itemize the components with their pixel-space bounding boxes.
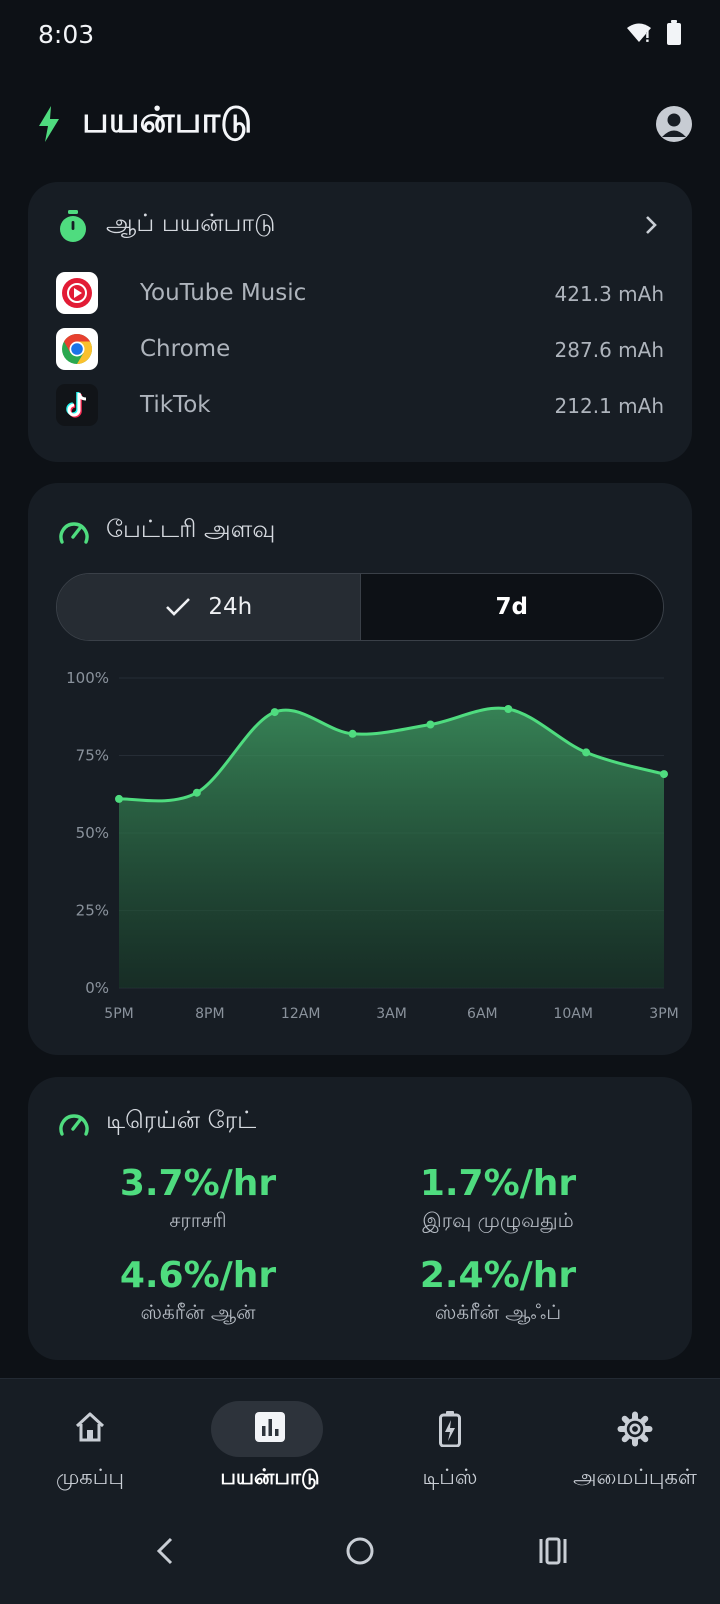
y-tick-label: 25% bbox=[76, 902, 109, 920]
nav-item-usage[interactable]: பயன்பாடு bbox=[180, 1379, 360, 1501]
app-value: 287.6 mAh bbox=[554, 338, 664, 362]
stat-label: சராசரி bbox=[169, 1208, 227, 1232]
stopwatch-icon bbox=[60, 210, 86, 242]
chart-area bbox=[119, 708, 664, 988]
nav-item-settings[interactable]: அமைப்புகள் bbox=[545, 1379, 720, 1501]
x-tick-label: 10AM bbox=[553, 1006, 592, 1022]
y-tick-label: 50% bbox=[76, 824, 109, 842]
person-icon bbox=[662, 113, 686, 137]
home-icon bbox=[75, 1412, 105, 1442]
chevron-right-icon[interactable] bbox=[644, 214, 658, 236]
x-tick-label: 12AM bbox=[281, 1006, 320, 1022]
range-toggle: 24h 7d bbox=[56, 573, 664, 641]
x-tick-label: 3PM bbox=[649, 1006, 678, 1022]
x-tick-label: 6AM bbox=[467, 1006, 498, 1022]
stat-screen-on: 4.6%/hr ஸ்க்ரீன் ஆன் bbox=[48, 1255, 348, 1327]
home-circle-icon[interactable] bbox=[345, 1536, 375, 1566]
bottom-nav: முகப்பு பயன்பாடு டிப்ஸ் bbox=[0, 1378, 720, 1501]
system-nav-bar bbox=[0, 1500, 720, 1604]
nav-label: முகப்பு bbox=[55, 1465, 124, 1489]
bolt-icon bbox=[39, 106, 59, 142]
x-tick-label: 8PM bbox=[195, 1006, 224, 1022]
chart-point bbox=[192, 788, 201, 797]
drain-rate-title: டிரெய்ன் ரேட் bbox=[106, 1106, 257, 1134]
back-icon[interactable] bbox=[154, 1536, 176, 1566]
app-row-youtube-music[interactable]: YouTube Music 421.3 mAh bbox=[56, 272, 664, 316]
app-name: TikTok bbox=[140, 392, 211, 418]
nav-label: டிப்ஸ் bbox=[422, 1465, 478, 1489]
profile-icon[interactable] bbox=[656, 106, 692, 142]
stat-label: ஸ்க்ரீன் ஆன் bbox=[140, 1300, 256, 1324]
bar-chart-icon bbox=[255, 1412, 285, 1442]
chart-point bbox=[504, 705, 513, 713]
recents-icon[interactable] bbox=[538, 1536, 568, 1566]
y-tick-label: 75% bbox=[76, 747, 109, 765]
stat-screen-off: 2.4%/hr ஸ்க்ரீன் ஆஃப் bbox=[348, 1255, 648, 1327]
wifi-icon bbox=[627, 23, 651, 42]
y-tick-label: 100% bbox=[66, 669, 109, 687]
chart-point bbox=[115, 794, 123, 803]
range-24h-button[interactable]: 24h bbox=[57, 574, 361, 640]
page-title: பயன்பாடு bbox=[82, 100, 253, 141]
nav-item-home[interactable]: முகப்பு bbox=[0, 1379, 180, 1501]
battery-chart: 100% 75% 50% 25% 0% 5PM 8PM 12AM 3AM 6AM 10AM 3PM bbox=[66, 669, 679, 1022]
app-header: பயன்பாடு bbox=[0, 90, 720, 160]
stat-average: 3.7%/hr சராசரி bbox=[48, 1163, 348, 1235]
stat-label: இரவு முழுவதும் bbox=[422, 1208, 574, 1232]
stat-label: ஸ்க்ரீன் ஆஃப் bbox=[434, 1300, 562, 1324]
app-name: YouTube Music bbox=[140, 280, 307, 306]
app-usage-title: ஆப் பயன்பாடு bbox=[106, 209, 276, 237]
nav-item-tips[interactable]: டிப்ஸ் bbox=[360, 1379, 540, 1501]
chart-point bbox=[660, 770, 668, 779]
x-tick-label: 3AM bbox=[376, 1006, 407, 1022]
tiktok-icon bbox=[56, 384, 98, 426]
status-time: 8:03 bbox=[38, 20, 95, 49]
range-7d-label: 7d bbox=[495, 594, 528, 620]
app-name: Chrome bbox=[140, 336, 231, 362]
youtube-music-icon bbox=[56, 272, 98, 314]
nav-label: அமைப்புகள் bbox=[573, 1465, 697, 1489]
battery-level-title: பேட்டரி அளவு bbox=[106, 515, 276, 543]
app-row-chrome[interactable]: Chrome 287.6 mAh bbox=[56, 328, 664, 372]
drain-rate-card: டிரெய்ன் ரேட் 3.7%/hr சராசரி 1.7%/hr இரவ… bbox=[28, 1077, 692, 1360]
chart-point bbox=[582, 748, 591, 757]
chart-line bbox=[118, 706, 665, 803]
battery-charging-icon bbox=[439, 1411, 461, 1448]
stat-value: 4.6%/hr bbox=[119, 1255, 277, 1296]
status-bar: 8:03 bbox=[0, 0, 720, 70]
y-tick-label: 0% bbox=[85, 979, 109, 997]
chrome-icon bbox=[56, 328, 98, 370]
app-value: 421.3 mAh bbox=[554, 282, 664, 306]
stat-value: 3.7%/hr bbox=[119, 1163, 277, 1204]
range-24h-label: 24h bbox=[208, 594, 253, 620]
app-usage-card[interactable]: ஆப் பயன்பாடு YouTube Music 421.3 mAh bbox=[28, 182, 692, 462]
gear-icon bbox=[617, 1411, 653, 1447]
status-icons bbox=[626, 20, 682, 46]
chart-point bbox=[348, 729, 357, 738]
app-value: 212.1 mAh bbox=[554, 394, 664, 418]
stat-overnight: 1.7%/hr இரவு முழுவதும் bbox=[348, 1163, 648, 1235]
range-7d-button[interactable]: 7d bbox=[360, 574, 663, 640]
app-row-tiktok[interactable]: TikTok 212.1 mAh bbox=[56, 384, 664, 428]
battery-level-card: பேட்டரி அளவு 24h 7d 100% 75% 50% 25% 0% 5PM 8… bbox=[28, 483, 692, 1055]
stat-value: 2.4%/hr bbox=[419, 1255, 577, 1296]
battery-icon bbox=[667, 20, 681, 45]
chart-point bbox=[426, 720, 435, 729]
stat-value: 1.7%/hr bbox=[419, 1163, 577, 1204]
speedometer-icon bbox=[59, 522, 89, 544]
x-tick-label: 5PM bbox=[104, 1006, 133, 1022]
speedometer-icon bbox=[59, 1114, 89, 1136]
nav-label: பயன்பாடு bbox=[220, 1465, 320, 1489]
chart-point bbox=[270, 708, 279, 717]
check-icon bbox=[166, 598, 191, 616]
